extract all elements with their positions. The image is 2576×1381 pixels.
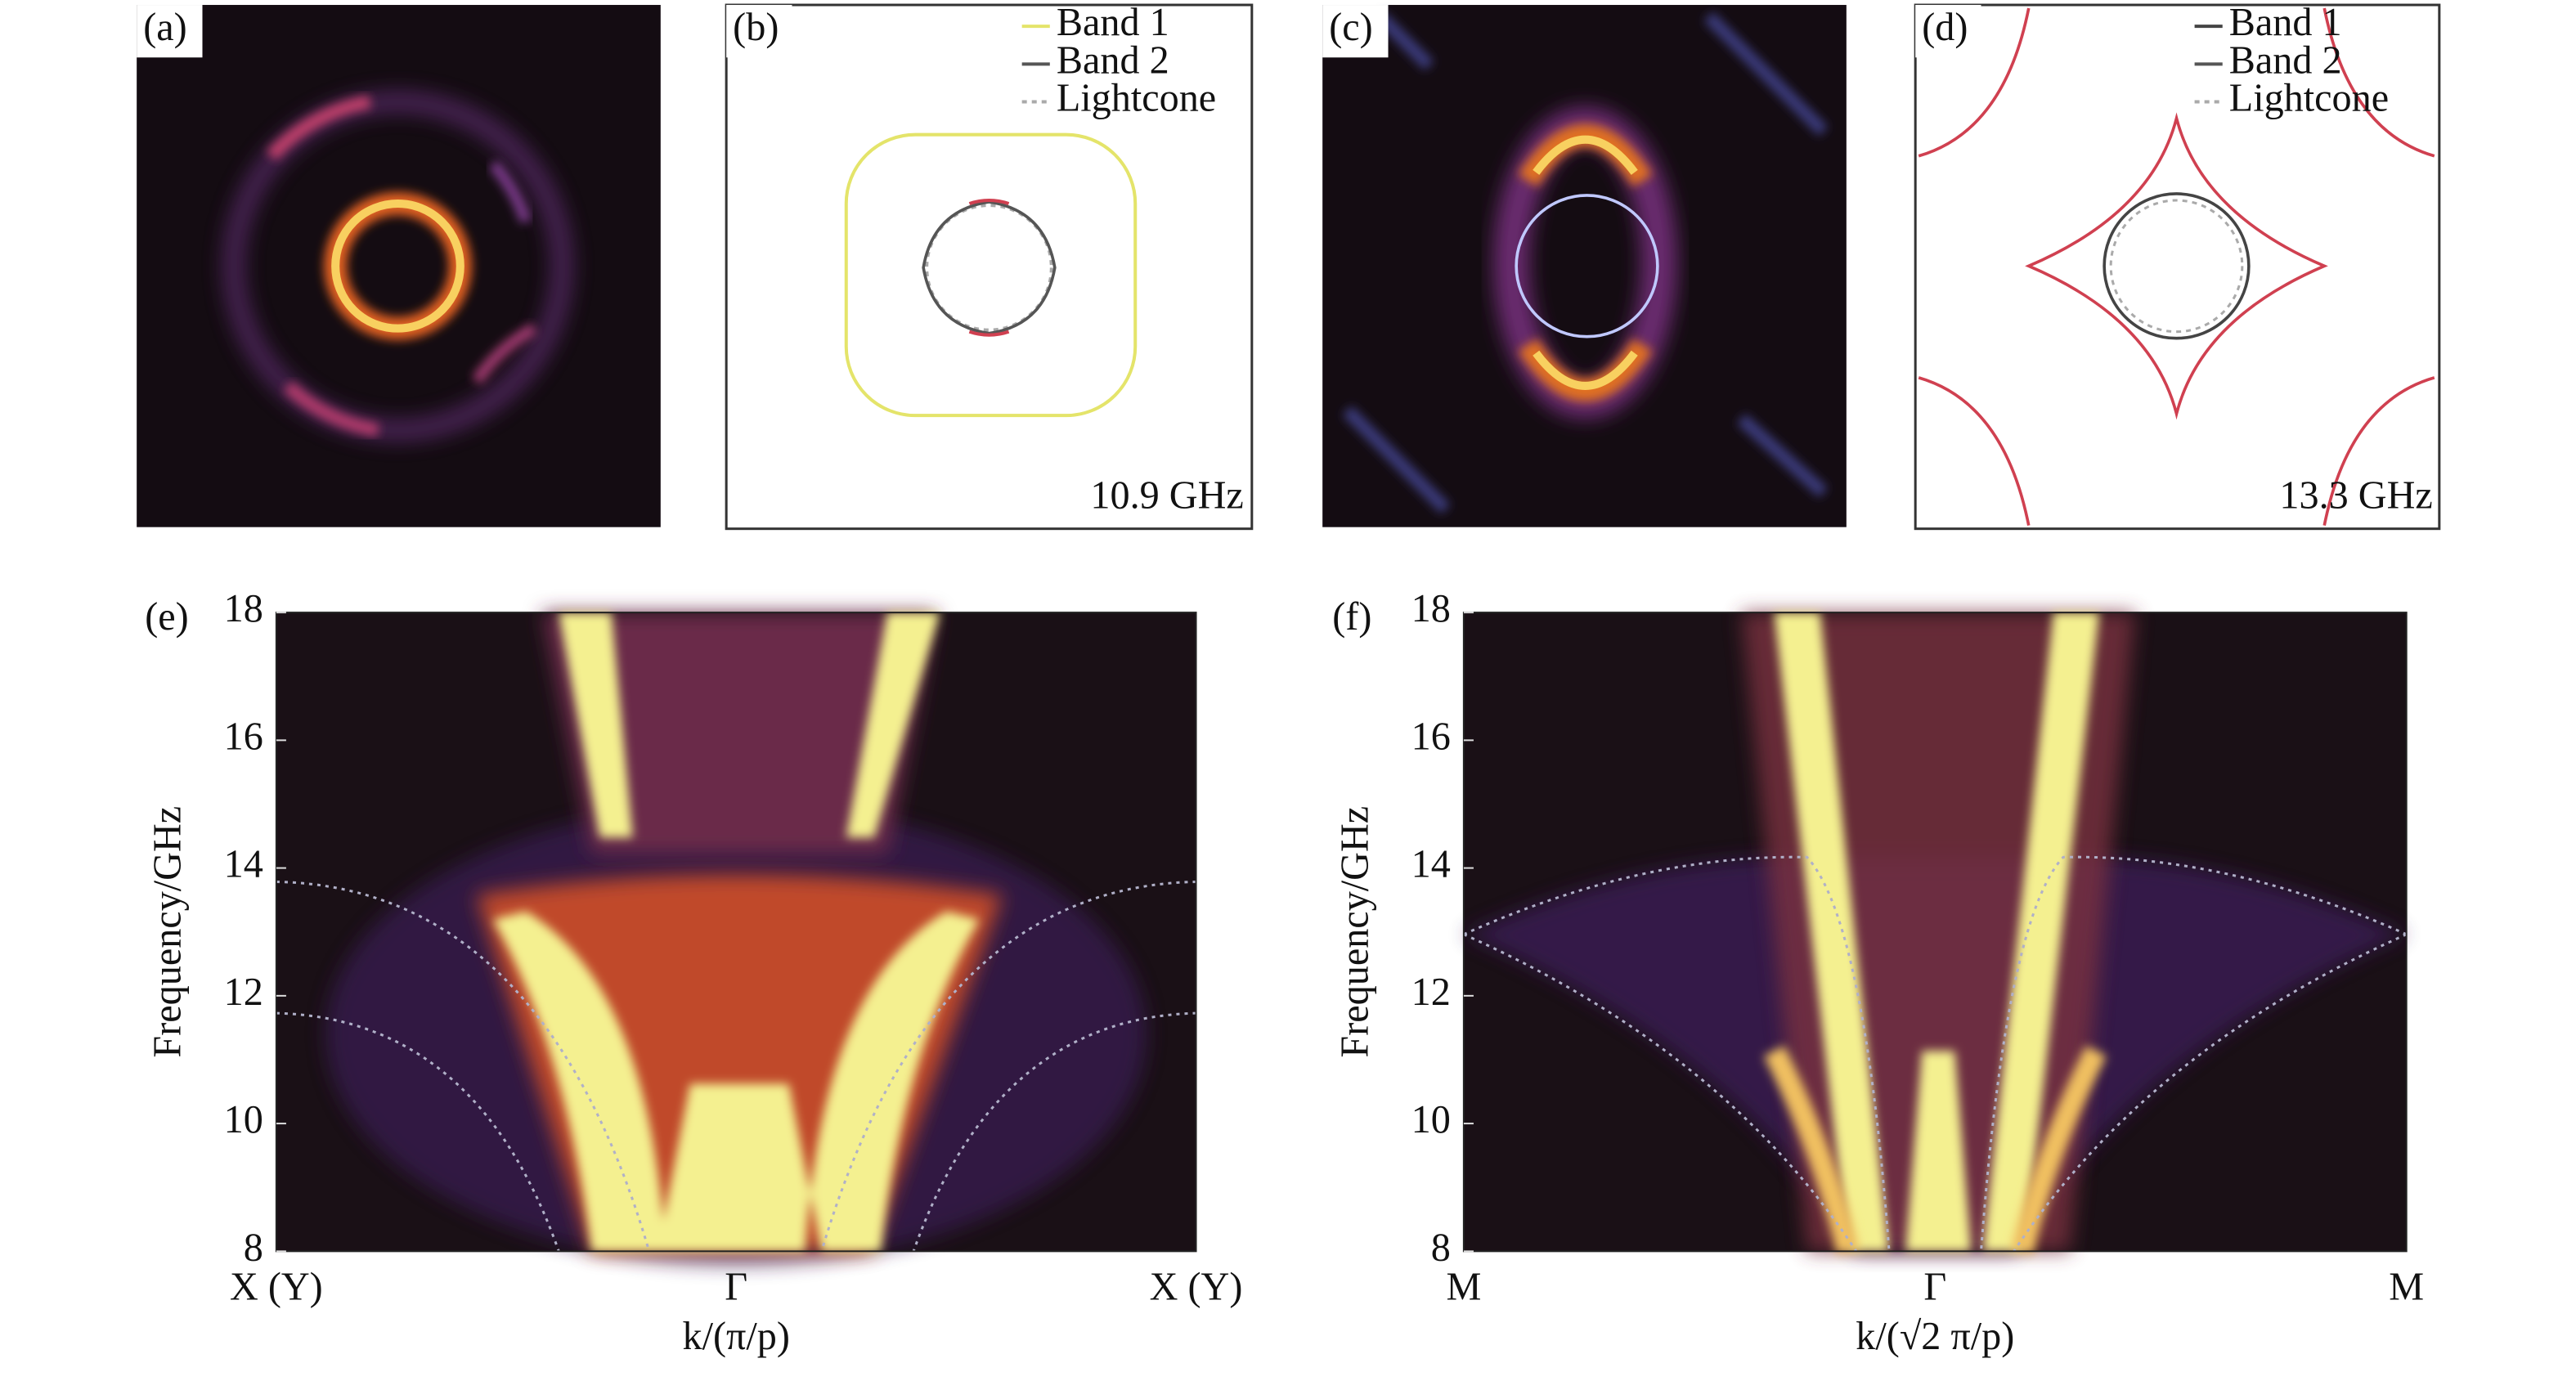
y-tick-label: 16 bbox=[224, 715, 263, 758]
y-tick-label: 14 bbox=[224, 843, 263, 886]
panel-label: (f) bbox=[1332, 595, 1371, 639]
label-background bbox=[726, 5, 792, 58]
x-tick-label: X (Y) bbox=[230, 1266, 323, 1309]
panel-label: (d) bbox=[1922, 6, 1968, 49]
legend-label: Lightcone bbox=[2229, 77, 2389, 120]
x-tick-label: Γ bbox=[1923, 1266, 1946, 1309]
y-tick-label: 18 bbox=[224, 587, 263, 630]
panel-e-image bbox=[276, 612, 1196, 1265]
y-tick-label: 8 bbox=[244, 1226, 263, 1269]
y-tick-label: 12 bbox=[224, 971, 263, 1014]
panel-label: (b) bbox=[733, 6, 779, 49]
panel-c-image bbox=[1322, 5, 1847, 527]
y-tick-label: 14 bbox=[1411, 843, 1451, 886]
x-tick-label: Γ bbox=[725, 1266, 747, 1309]
plot-frame bbox=[1462, 612, 2408, 1253]
y-tick-label: 12 bbox=[1411, 971, 1451, 1014]
panel-label: (e) bbox=[145, 595, 188, 639]
y-axis-label: Frequency/GHz bbox=[1333, 806, 1376, 1058]
legend-label: Band 2 bbox=[1057, 38, 1169, 82]
y-tick-label: 16 bbox=[1411, 715, 1451, 758]
y-tick-label: 10 bbox=[224, 1098, 263, 1141]
x-tick-label: M bbox=[2389, 1266, 2424, 1309]
x-tick-label: M bbox=[1446, 1266, 1481, 1309]
panel-a-image bbox=[137, 5, 661, 527]
y-axis-label: Frequency/GHz bbox=[146, 806, 189, 1058]
x-axis-label: k/(√2 π/p) bbox=[1856, 1315, 2014, 1358]
y-tick-label: 8 bbox=[1431, 1226, 1451, 1269]
legend-label: Band 1 bbox=[1057, 1, 1169, 44]
panel-b-plot bbox=[725, 3, 1254, 531]
panel-label: (a) bbox=[143, 6, 186, 49]
y-tick-label: 18 bbox=[1411, 587, 1451, 630]
x-axis-label: k/(π/p) bbox=[683, 1315, 790, 1358]
panel-label: (c) bbox=[1329, 6, 1372, 49]
x-tick-label: X (Y) bbox=[1150, 1266, 1243, 1309]
frequency-annotation: 10.9 GHz bbox=[1090, 474, 1243, 518]
plot-frame bbox=[275, 612, 1197, 1253]
label-background bbox=[137, 5, 203, 58]
frequency-annotation: 13.3 GHz bbox=[2279, 474, 2432, 518]
label-background bbox=[1322, 5, 1389, 58]
y-tick-label: 10 bbox=[1411, 1098, 1451, 1141]
panel-d-plot bbox=[1914, 3, 2441, 531]
label-background bbox=[1915, 5, 1981, 58]
legend-label: Band 2 bbox=[2229, 38, 2342, 82]
legend-label: Lightcone bbox=[1057, 77, 1216, 120]
panel-f-image bbox=[1463, 612, 2408, 1254]
legend-label: Band 1 bbox=[2229, 1, 2342, 44]
